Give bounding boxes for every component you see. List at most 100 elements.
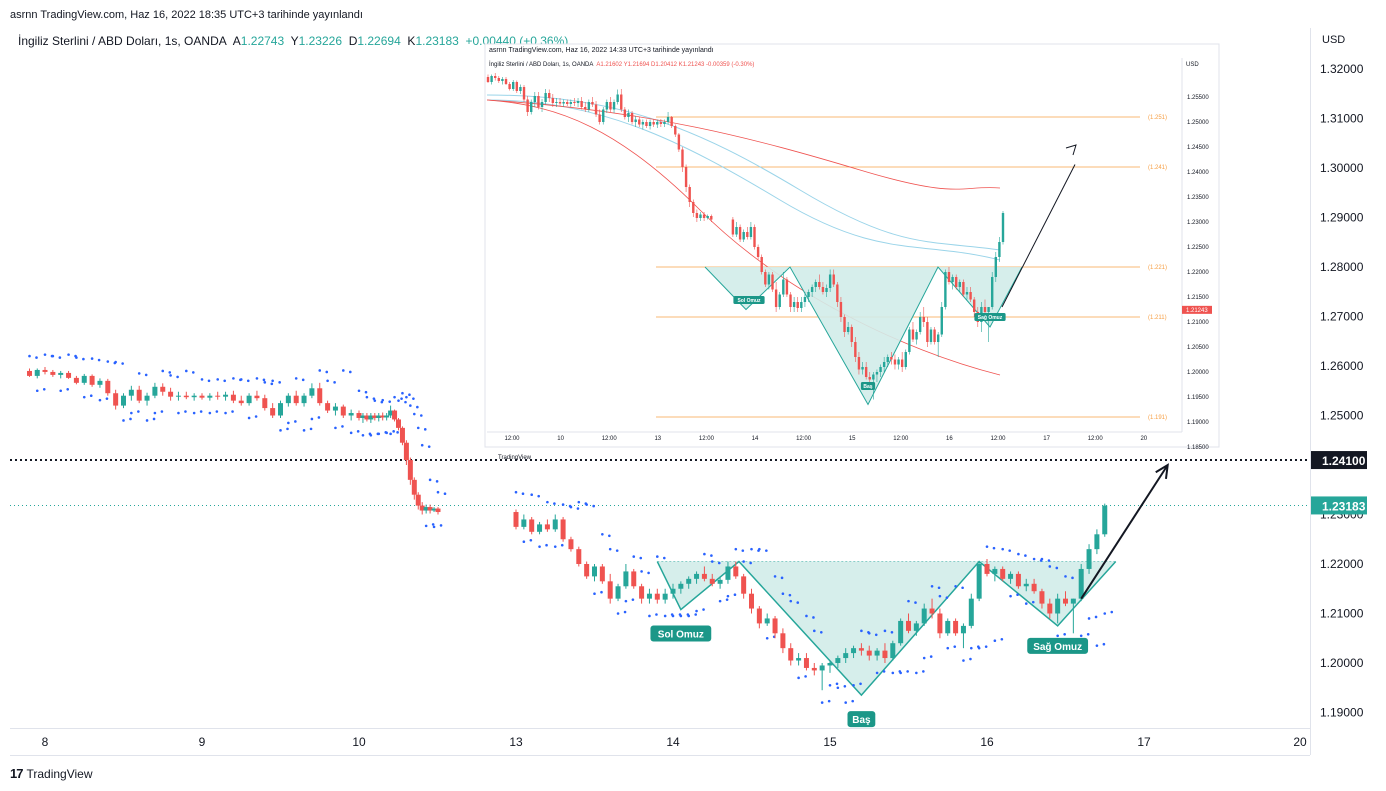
open-label: A [232,34,241,48]
candle-body [1031,583,1037,592]
psar-dot [984,645,988,648]
psar-dot [608,534,611,538]
inset-candle-body [620,94,623,110]
candle-body [411,479,417,495]
x-tick-label: 15 [823,735,837,749]
inset-candle-body [843,317,846,332]
inset-candle-body [706,216,709,218]
candle-body [168,391,174,397]
psar-dot [89,394,93,398]
psar-dot [372,397,376,400]
inset-candle-body [576,101,580,103]
psar-dot [177,411,180,415]
inset-candle-body [990,277,994,307]
psar-dot [529,538,533,542]
candle-body [890,643,896,659]
psar-dot [58,356,62,359]
psar-dot [420,414,423,417]
inset-y-tick-label: 1.18500 [1187,445,1209,451]
candle-body [160,386,166,392]
inset-x-tick-label: 20 [1140,436,1147,442]
inset-candle-body [861,367,864,370]
psar-dot [246,379,250,383]
psar-dot [734,547,738,551]
candle-body [392,410,398,420]
pattern-label: Sol Omuz [658,630,704,641]
psar-dot [1001,547,1004,551]
y-tick-label: 1.19000 [1320,706,1364,720]
inset-candle-body [699,214,702,218]
candle-body [348,413,354,416]
candle-body [1070,598,1076,604]
psar-dot [396,431,399,434]
inset-candle-body [983,307,987,312]
psar-dot [741,549,745,552]
inset-pattern-label: Sağ Omuz [978,315,1003,321]
candle-body [58,372,64,375]
psar-dot [593,592,596,595]
inset-candle-body [915,332,918,340]
psar-dot [890,631,894,634]
inset-candle-body [807,292,810,297]
psar-dot [946,646,950,650]
psar-dot [255,377,259,380]
candle-body [796,658,802,661]
candle-body [529,519,535,532]
inset-candle-body [778,294,781,307]
inset-candle-body [540,102,544,107]
currency-label[interactable]: USD [1322,34,1346,46]
inset-y-tick-label: 1.19000 [1187,420,1209,426]
candle-body [607,581,613,599]
psar-dot [993,639,997,643]
inset-y-tick-label: 1.20500 [1187,345,1209,351]
psar-dot [436,490,440,494]
candle-body [1000,568,1006,579]
psar-dot [970,646,973,650]
y-tick-label: 1.21000 [1320,607,1364,621]
candle-body [960,625,966,634]
inset-chart: 1.25500 1.25000 1.24500 1.24000 1.23500 1.230… [484,43,1220,461]
inset-x-tick-label: 15 [849,436,856,442]
low-value: 1.22694 [357,34,401,48]
psar-dot [1000,637,1004,641]
candle-body [945,620,951,634]
inset-candle-body [515,82,519,91]
candle-body [866,650,872,656]
inset-candle-body [659,122,663,124]
psar-dot [1095,644,1099,647]
psar-dot [35,356,38,359]
candle-body [537,524,543,532]
candle-body [725,566,731,580]
candle-body [1039,591,1045,604]
footer-brand[interactable]: 17 TradingView [10,766,93,781]
psar-dot [852,683,855,687]
inset-candle-body [558,102,562,104]
psar-dot [239,378,243,381]
candle-body [325,403,331,411]
y-tick-label: 1.20000 [1320,656,1364,670]
inset-candle-body [987,307,990,312]
psar-dot [733,593,737,596]
candle-body [42,369,48,372]
candle-body [270,408,276,416]
candle-body [105,380,111,394]
inset-x-tick-label: 12:00 [699,436,715,442]
inset-y-tick-label: 1.23000 [1187,220,1209,226]
psar-dot [820,631,823,634]
psar-dot [553,502,556,505]
psar-dot [1024,602,1028,605]
psar-dot [416,405,419,409]
candle-body [513,512,519,527]
inset-y-tick-label: 1.20000 [1187,370,1209,376]
psar-dot [514,490,518,494]
inset-candle-body [947,272,951,282]
candle-body [756,608,762,624]
psar-dot [279,429,282,432]
psar-dot [310,417,314,421]
psar-dot [43,353,47,356]
time-axis-border [10,728,1310,729]
candle-body [694,573,700,579]
inset-candle-body [677,134,681,150]
inset-candle-body [731,219,735,235]
